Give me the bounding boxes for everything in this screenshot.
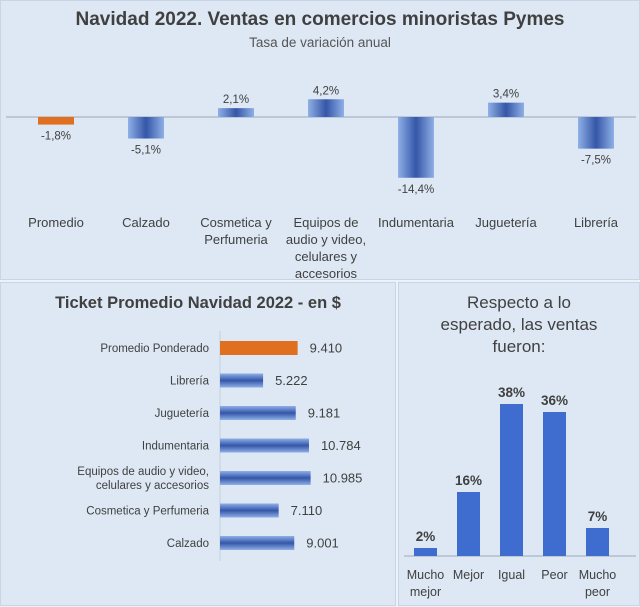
variation-bar	[488, 102, 524, 117]
expectation-category-label: mejor	[410, 585, 441, 599]
expectation-value-label: 2%	[416, 529, 436, 544]
variation-bar	[578, 117, 614, 149]
variation-category-label: Promedio	[28, 215, 84, 230]
ticket-value-label: 7.110	[291, 503, 323, 518]
expectation-title-line: esperado, las ventas	[440, 315, 598, 334]
variation-bar	[218, 108, 254, 117]
variation-chart-subtitle: Tasa de variación anual	[249, 35, 391, 50]
expectation-category-label: Peor	[541, 568, 567, 582]
variation-category-label: Equipos de	[293, 215, 358, 230]
variation-bar	[398, 117, 434, 178]
expectation-chart-title: Respecto a lo esperado, las ventas fueron:	[405, 292, 633, 358]
ticket-category-label: Promedio Ponderado	[100, 343, 209, 355]
expectation-category-label: peor	[585, 585, 610, 599]
ticket-category-label: Equipos de audio y video,	[77, 466, 209, 478]
ticket-category-label: Juguetería	[155, 408, 210, 420]
expectation-bar	[543, 412, 566, 556]
variation-category-label: Cosmetica y	[200, 215, 272, 230]
ticket-category-label: celulares y accesorios	[96, 480, 209, 492]
ticket-value-label: 5.222	[275, 373, 308, 388]
ticket-category-label: Calzado	[167, 538, 209, 550]
ticket-bar	[220, 438, 309, 453]
ticket-value-label: 9.001	[306, 536, 339, 551]
ticket-chart-plot: 9.410 Promedio Ponderado 5.222 Librería 9.18…	[77, 331, 363, 561]
variation-category-label: Perfumeria	[204, 232, 268, 247]
ticket-value-label: 9.410	[310, 341, 343, 356]
variation-chart-title: Navidad 2022. Ventas en comercios minori…	[75, 9, 565, 30]
variation-bar	[308, 99, 344, 117]
expectation-title-line: fueron:	[492, 337, 546, 356]
ticket-bar	[220, 536, 295, 550]
ticket-bar	[220, 406, 296, 420]
variation-value-label: -7,5%	[581, 155, 611, 167]
ticket-category-label: Indumentaria	[142, 441, 210, 453]
expectation-chart-plot: 2% Mucho mejor 16% Mejor 38% Igual 36% Peor 7% Muc…	[404, 385, 636, 599]
variation-category-label: celulares y	[295, 249, 358, 264]
variation-bar	[128, 117, 164, 139]
variation-value-label: -5,1%	[131, 145, 161, 157]
expectation-category-label: Mejor	[453, 568, 484, 582]
expectation-value-label: 38%	[498, 385, 525, 400]
variation-bar	[38, 117, 74, 125]
variation-value-label: -14,4%	[398, 184, 434, 196]
ticket-value-label: 10.784	[321, 438, 361, 453]
expectation-bar	[586, 528, 609, 556]
ticket-category-label: Librería	[170, 376, 210, 388]
ticket-bar	[220, 341, 298, 355]
variation-category-label: Librería	[574, 215, 619, 230]
variation-value-label: -1,8%	[41, 131, 71, 143]
expectation-bar	[457, 492, 480, 556]
variation-category-label: Indumentaria	[378, 215, 455, 230]
variation-chart-plot: -1,8% Promedio -5,1% Calzado 2,1% Cosmetica y…	[6, 85, 636, 281]
ticket-value-label: 10.985	[323, 471, 363, 486]
variation-value-label: 2,1%	[223, 94, 249, 106]
expectation-category-label: Igual	[498, 568, 525, 582]
variation-category-label: Calzado	[122, 215, 170, 230]
variation-chart-panel: Navidad 2022. Ventas en comercios minori…	[0, 0, 640, 281]
expectation-value-label: 36%	[541, 393, 568, 408]
expectation-chart-panel: Respecto a lo esperado, las ventas fueron:…	[398, 282, 640, 606]
expectation-value-label: 16%	[455, 473, 482, 488]
expectation-bar	[414, 548, 437, 556]
ticket-bar	[220, 471, 311, 485]
ticket-value-label: 9.181	[308, 406, 341, 421]
expectation-category-label: Mucho	[407, 568, 445, 582]
expectation-category-label: Mucho	[579, 568, 617, 582]
variation-category-label: Juguetería	[475, 215, 537, 230]
expectation-bar	[500, 404, 523, 556]
variation-value-label: 4,2%	[313, 85, 339, 97]
ticket-chart-panel: Ticket Promedio Navidad 2022 - en $ 9.41…	[0, 282, 396, 606]
ticket-bar	[220, 503, 279, 518]
variation-category-label: accesorios	[295, 266, 358, 281]
expectation-value-label: 7%	[588, 509, 608, 524]
variation-value-label: 3,4%	[493, 89, 519, 101]
ticket-category-label: Cosmetica y Perfumeria	[86, 506, 209, 518]
expectation-title-line: Respecto a lo	[467, 293, 571, 312]
ticket-bar	[220, 373, 264, 388]
ticket-chart-title: Ticket Promedio Navidad 2022 - en $	[55, 294, 341, 312]
variation-category-label: audio y video,	[286, 232, 366, 247]
